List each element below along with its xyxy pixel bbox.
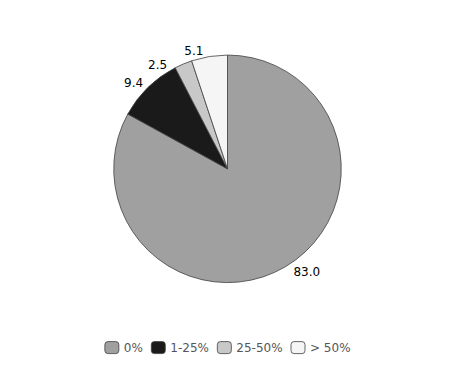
- svg-text:2.5: 2.5: [148, 58, 167, 72]
- svg-text:1-25%: 1-25%: [170, 341, 209, 355]
- svg-text:83.0: 83.0: [293, 265, 320, 279]
- svg-text:25-50%: 25-50%: [236, 341, 282, 355]
- svg-text:0%: 0%: [124, 341, 143, 355]
- svg-text:5.1: 5.1: [184, 44, 203, 58]
- svg-text:9.4: 9.4: [124, 76, 143, 90]
- svg-text:> 50%: > 50%: [310, 341, 351, 355]
